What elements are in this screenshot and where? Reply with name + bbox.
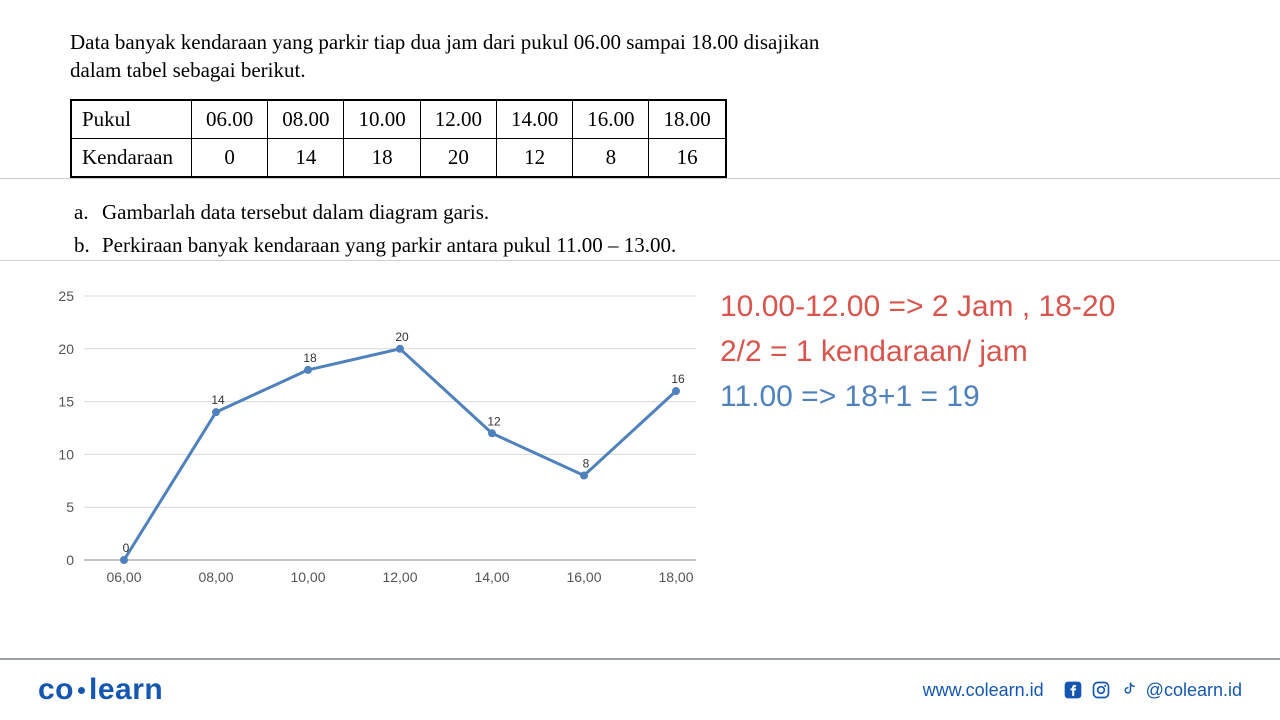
time-cell: 14.00 (496, 100, 572, 139)
svg-text:20: 20 (395, 330, 409, 344)
solution-line-1: 10.00-12.00 => 2 Jam , 18-20 (720, 284, 1115, 329)
sub-a-text: Gambarlah data tersebut dalam diagram ga… (102, 196, 489, 230)
svg-text:14: 14 (211, 393, 225, 407)
svg-text:15: 15 (58, 394, 74, 410)
value-cell: 8 (573, 138, 649, 177)
footer-handle: @colearn.id (1146, 680, 1242, 701)
time-cell: 06.00 (191, 100, 267, 139)
sub-a-letter: a. (74, 196, 102, 230)
row2-label: Kendaraan (71, 138, 191, 177)
footer-url: www.colearn.id (923, 680, 1044, 701)
chart-svg: 0 5 10 15 20 25 06,00 08,00 10,00 12,00 14,00 16,00… (36, 280, 716, 600)
value-cell: 18 (344, 138, 420, 177)
logo-dot-icon (78, 687, 85, 694)
svg-text:18: 18 (303, 351, 317, 365)
time-cell: 08.00 (268, 100, 344, 139)
time-cell: 12.00 (420, 100, 496, 139)
social-icons: @colearn.id (1062, 679, 1242, 701)
svg-text:12,00: 12,00 (382, 569, 417, 585)
svg-text:12: 12 (487, 414, 501, 428)
svg-text:16,00: 16,00 (566, 569, 601, 585)
time-cell: 16.00 (573, 100, 649, 139)
sub-b-text: Perkiraan banyak kendaraan yang parkir a… (102, 229, 676, 263)
svg-text:0: 0 (123, 541, 130, 555)
tiktok-icon (1118, 679, 1140, 701)
svg-text:10,00: 10,00 (290, 569, 325, 585)
data-table: Pukul 06.00 08.00 10.00 12.00 14.00 16.0… (70, 99, 727, 178)
value-cell: 14 (268, 138, 344, 177)
facebook-icon (1062, 679, 1084, 701)
value-cell: 16 (649, 138, 726, 177)
logo-left: co (38, 673, 74, 706)
value-cell: 20 (420, 138, 496, 177)
svg-text:08,00: 08,00 (198, 569, 233, 585)
svg-text:5: 5 (66, 499, 74, 515)
logo-right: learn (89, 673, 163, 706)
solution-line-3: 11.00 => 18+1 = 19 (720, 374, 1115, 419)
svg-text:8: 8 (583, 457, 590, 471)
intro-line-1: Data banyak kendaraan yang parkir tiap d… (70, 30, 819, 54)
problem-intro: Data banyak kendaraan yang parkir tiap d… (70, 28, 1210, 85)
svg-text:25: 25 (58, 288, 74, 304)
svg-text:20: 20 (58, 341, 74, 357)
instagram-icon (1090, 679, 1112, 701)
svg-text:16: 16 (671, 372, 685, 386)
value-cell: 12 (496, 138, 572, 177)
footer-right: www.colearn.id @colearn.id (923, 679, 1242, 701)
svg-text:14,00: 14,00 (474, 569, 509, 585)
table-row-values: Kendaraan 0 14 18 20 12 8 16 (71, 138, 726, 177)
svg-text:0: 0 (66, 552, 74, 568)
svg-text:18,00: 18,00 (658, 569, 693, 585)
svg-text:10: 10 (58, 446, 74, 462)
sub-questions: a. Gambarlah data tersebut dalam diagram… (70, 196, 1210, 263)
intro-line-2: dalam tabel sebagai berikut. (70, 58, 306, 82)
solution-notes: 10.00-12.00 => 2 Jam , 18-20 2/2 = 1 ken… (720, 284, 1115, 419)
table-row-times: Pukul 06.00 08.00 10.00 12.00 14.00 16.0… (71, 100, 726, 139)
sub-b-letter: b. (74, 229, 102, 263)
row1-label: Pukul (71, 100, 191, 139)
solution-line-2: 2/2 = 1 kendaraan/ jam (720, 329, 1115, 374)
value-cell: 0 (191, 138, 267, 177)
brand-logo: colearn (38, 673, 163, 707)
svg-text:06,00: 06,00 (106, 569, 141, 585)
time-cell: 18.00 (649, 100, 726, 139)
time-cell: 10.00 (344, 100, 420, 139)
footer: colearn www.colearn.id @colearn.id (0, 658, 1280, 720)
line-chart: 0 5 10 15 20 25 06,00 08,00 10,00 12,00 14,00 16,00… (36, 280, 716, 600)
